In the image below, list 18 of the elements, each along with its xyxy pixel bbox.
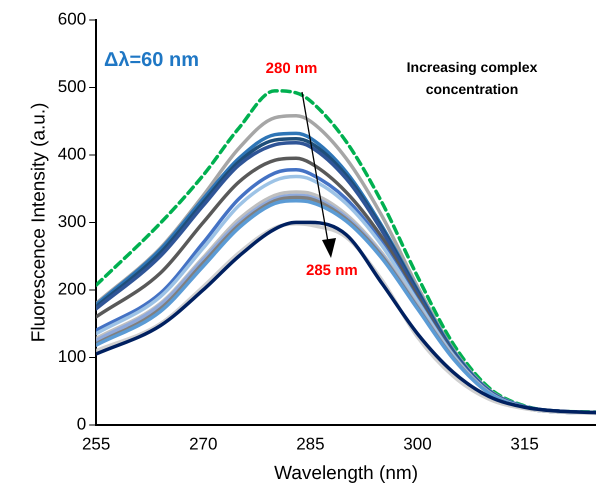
y-tick-label: 100 bbox=[58, 347, 86, 366]
y-axis-title: Fluorescence Intensity (a.u.) bbox=[28, 102, 50, 342]
y-tick-label: 300 bbox=[58, 212, 86, 232]
x-tick-label: 300 bbox=[403, 434, 432, 454]
annotation: 285 nm bbox=[306, 261, 359, 281]
y-tick-label: 0 bbox=[76, 414, 86, 434]
y-tick-label: 600 bbox=[58, 10, 86, 29]
x-tick-label: 255 bbox=[82, 434, 110, 454]
x-axis-title: Wavelength (nm) bbox=[274, 462, 418, 484]
y-tick-label: 400 bbox=[58, 144, 86, 164]
y-tick-label: 200 bbox=[58, 280, 86, 299]
x-tick-label: 285 bbox=[296, 434, 325, 454]
x-tick-label: 315 bbox=[510, 434, 539, 454]
annotation: Δλ=60 nm bbox=[104, 49, 199, 71]
x-tick-label: 270 bbox=[189, 434, 218, 454]
annotation: Increasing complex concentration bbox=[406, 58, 538, 100]
annotation: 280 nm bbox=[266, 58, 318, 79]
y-tick-label: 500 bbox=[58, 77, 86, 96]
